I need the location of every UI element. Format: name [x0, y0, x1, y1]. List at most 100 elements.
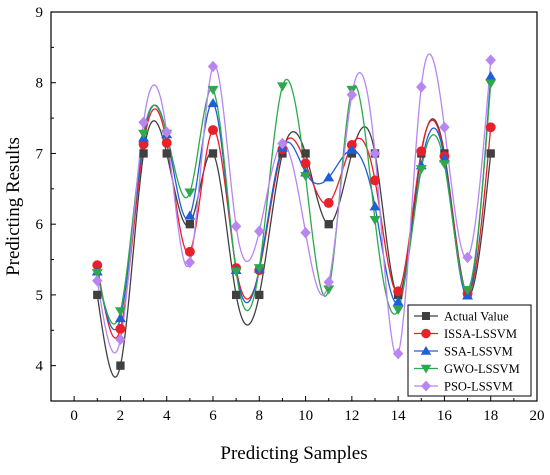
data-point-gwo-lssvm: [369, 216, 381, 226]
x-tick-label: 6: [209, 408, 217, 424]
legend: Actual Value ISSA-LSSVM SSA-LSSVM GWO-LSSVM…: [407, 304, 532, 397]
data-point-actual-value: [185, 220, 195, 229]
data-point-actual-value: [93, 290, 102, 300]
y-tick-label: 6: [36, 217, 44, 233]
x-tick-label: 10: [298, 408, 313, 424]
legend-marker: [420, 346, 432, 355]
data-point-issa-lssvm: [323, 198, 334, 208]
legend-label: PSO-LSSVM: [444, 380, 513, 394]
data-point-gwo-lssvm: [323, 285, 335, 295]
legend-label: Actual Value: [444, 310, 509, 324]
y-tick-label: 8: [36, 76, 44, 92]
legend-item-actual-value: Actual Value: [414, 310, 509, 324]
data-point-actual-value: [116, 361, 125, 370]
data-point-pso-lssvm: [392, 347, 404, 360]
series-line-pso-lssvm: [96, 53, 492, 357]
legend-item-gwo-lssvm: GWO-LSSVM: [414, 362, 520, 376]
data-point-gwo-lssvm: [253, 264, 265, 274]
data-point-ssa-lssvm: [114, 313, 126, 323]
data-point-actual-value: [255, 290, 264, 300]
data-point-gwo-lssvm: [230, 267, 242, 277]
data-point-gwo-lssvm: [184, 188, 196, 198]
x-axis-label: Predicting Samples: [220, 443, 367, 464]
data-point-gwo-lssvm: [138, 129, 150, 139]
data-point-gwo-lssvm: [438, 160, 450, 170]
data-point-gwo-lssvm: [392, 305, 404, 315]
data-point-gwo-lssvm: [415, 165, 427, 175]
y-tick-label: 9: [36, 5, 44, 21]
legend-marker: [420, 364, 432, 374]
data-point-issa-lssvm: [416, 146, 427, 157]
data-point-issa-lssvm: [485, 122, 496, 133]
data-point-pso-lssvm: [369, 147, 381, 160]
axis-ticks: 0 2 4 6 8 10 12 14 16 18 20 4 5 6 7 8 9: [36, 5, 545, 424]
data-point-issa-lssvm: [92, 260, 103, 271]
x-tick-label: 0: [70, 408, 78, 424]
x-tick-label: 8: [256, 408, 264, 424]
data-point-pso-lssvm: [161, 126, 172, 138]
data-point-actual-value: [301, 149, 310, 158]
data-point-actual-value: [324, 220, 333, 229]
data-point-pso-lssvm: [207, 60, 219, 73]
data-point-pso-lssvm: [416, 81, 427, 93]
data-point-actual-value: [486, 149, 495, 158]
data-point-actual-value: [231, 290, 241, 300]
data-point-pso-lssvm: [254, 225, 265, 237]
series-layer: [91, 53, 497, 378]
x-tick-label: 20: [530, 408, 545, 424]
data-point-gwo-lssvm: [114, 307, 126, 317]
data-point-issa-lssvm: [208, 125, 218, 136]
data-point-pso-lssvm: [485, 54, 496, 66]
data-point-gwo-lssvm: [276, 82, 288, 92]
data-point-pso-lssvm: [230, 220, 242, 233]
data-point-pso-lssvm: [323, 276, 334, 288]
data-point-gwo-lssvm: [462, 286, 474, 296]
x-tick-label: 18: [483, 408, 498, 424]
data-point-issa-lssvm: [161, 137, 172, 148]
data-point-ssa-lssvm: [369, 201, 381, 211]
data-point-ssa-lssvm: [184, 210, 196, 220]
data-point-actual-value: [139, 149, 148, 158]
data-point-gwo-lssvm: [300, 172, 312, 182]
data-point-pso-lssvm: [277, 137, 288, 150]
data-point-issa-lssvm: [184, 246, 195, 257]
data-point-gwo-lssvm: [91, 269, 103, 279]
x-tick-label: 4: [163, 408, 171, 424]
data-point-issa-lssvm: [370, 175, 380, 186]
data-point-ssa-lssvm: [392, 296, 404, 306]
legend-item-ssa-lssvm: SSA-LSSVM: [414, 345, 513, 359]
data-point-ssa-lssvm: [323, 172, 335, 182]
data-point-issa-lssvm: [393, 286, 404, 297]
data-point-actual-value: [162, 149, 171, 158]
y-tick-label: 5: [36, 288, 44, 304]
data-point-pso-lssvm: [115, 333, 126, 346]
y-tick-label: 4: [36, 359, 44, 375]
legend-label: GWO-LSSVM: [444, 362, 520, 376]
data-point-gwo-lssvm: [485, 79, 497, 89]
data-point-pso-lssvm: [462, 251, 473, 264]
data-point-actual-value: [208, 149, 218, 158]
data-point-pso-lssvm: [138, 116, 149, 129]
x-tick-label: 14: [391, 408, 407, 424]
x-tick-label: 2: [117, 408, 125, 424]
data-point-pso-lssvm: [184, 256, 196, 269]
data-point-ssa-lssvm: [485, 71, 497, 81]
legend-label: ISSA-LSSVM: [444, 327, 517, 341]
legend-marker: [421, 380, 431, 392]
x-tick-label: 12: [344, 408, 359, 424]
series-markers-pso-lssvm: [92, 54, 496, 360]
data-point-ssa-lssvm: [346, 144, 358, 154]
data-point-pso-lssvm: [346, 89, 358, 101]
legend-marker: [421, 328, 431, 339]
series-markers-gwo-lssvm: [91, 79, 497, 317]
data-point-pso-lssvm: [300, 226, 311, 239]
y-tick-label: 7: [36, 146, 44, 162]
data-point-pso-lssvm: [92, 275, 103, 287]
y-axis-label: Predicting Results: [3, 137, 24, 276]
data-point-pso-lssvm: [439, 121, 450, 134]
legend-marker: [422, 312, 430, 320]
data-point-issa-lssvm: [300, 158, 311, 169]
series-line-issa-lssvm: [96, 108, 492, 339]
